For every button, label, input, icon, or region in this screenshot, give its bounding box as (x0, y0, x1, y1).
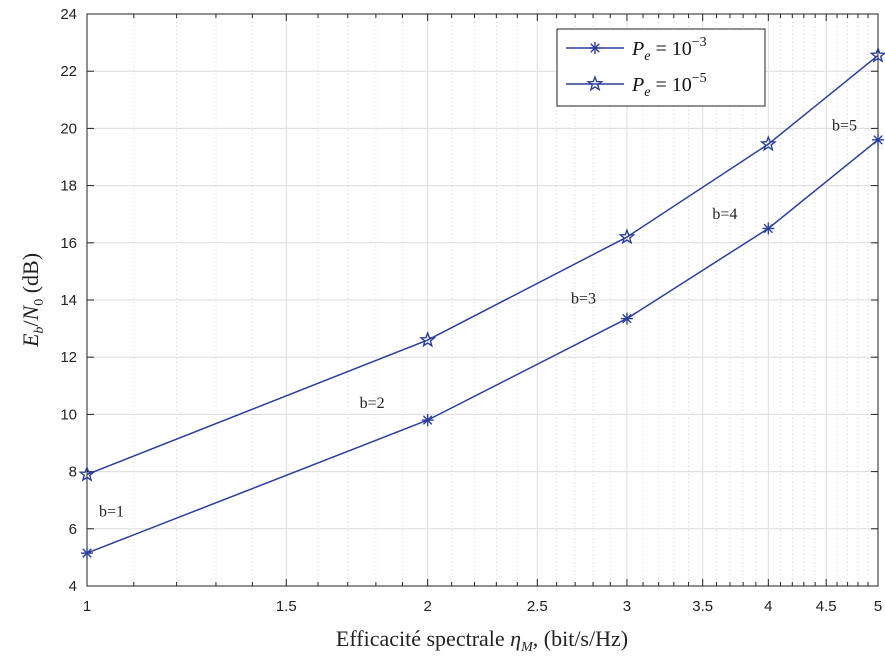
x-tick-label: 4.5 (816, 598, 837, 615)
y-tick-label: 22 (60, 63, 77, 80)
series-markers (78, 46, 885, 560)
annotation-label: b=1 (99, 504, 124, 521)
asterisk-marker (589, 42, 601, 54)
y-tick-label: 16 (60, 235, 77, 252)
asterisk-marker (421, 414, 434, 427)
axis-ticks (86, 13, 879, 587)
x-tick-label: 1 (83, 598, 91, 615)
asterisk-marker (620, 312, 633, 325)
y-axis-title: Eb/N0 (dB) (18, 253, 47, 348)
y-tick-label: 24 (60, 6, 77, 23)
x-tick-label: 2.5 (527, 598, 548, 615)
annotation-label: b=2 (360, 395, 385, 412)
y-tick-label: 6 (69, 521, 77, 538)
x-tick-label: 4 (764, 598, 772, 615)
x-tick-labels: 1 1.5 2 2.5 3 3.5 4 4.5 5 (83, 598, 882, 615)
x-tick-label: 3.5 (692, 598, 713, 615)
legend-entry-label: Pe = 10−3 (631, 35, 707, 64)
series-line (86, 54, 879, 476)
asterisk-marker (81, 547, 93, 560)
annotation-label: b=4 (712, 206, 737, 223)
y-tick-label: 8 (69, 464, 77, 481)
y-tick-label: 20 (60, 120, 77, 137)
x-tick-label: 2 (423, 598, 431, 615)
x-tick-label: 5 (874, 598, 882, 615)
y-tick-label: 10 (60, 406, 77, 423)
asterisk-marker (762, 222, 775, 235)
y-tick-label: 4 (69, 578, 77, 595)
star-marker (78, 465, 96, 482)
legend-box (556, 28, 766, 107)
y-tick-label: 14 (60, 292, 77, 309)
x-tick-label: 1.5 (276, 598, 297, 615)
star-marker (419, 331, 437, 348)
star-marker (618, 228, 636, 245)
annotations: b=1 b=2 b=3 b=4 b=5 (99, 118, 857, 521)
legend: Pe = 10−3 Pe = 10−5 (556, 28, 766, 107)
legend-entry-label: Pe = 10−5 (631, 71, 707, 100)
y-tick-labels: 4 6 8 10 12 14 16 18 20 22 24 (60, 6, 77, 595)
grid-minor (133, 14, 869, 586)
x-axis-title: Efficacité spectrale ηM, (bit/s/Hz) (336, 626, 628, 655)
y-tick-label: 18 (60, 178, 77, 195)
annotation-label: b=5 (832, 118, 857, 135)
x-tick-label: 3 (623, 598, 631, 615)
asterisk-marker (872, 133, 884, 146)
annotation-label: b=3 (571, 291, 596, 308)
y-tick-label: 12 (60, 349, 77, 366)
star-marker (586, 75, 604, 92)
star-marker (869, 46, 885, 63)
star-marker (759, 135, 777, 152)
